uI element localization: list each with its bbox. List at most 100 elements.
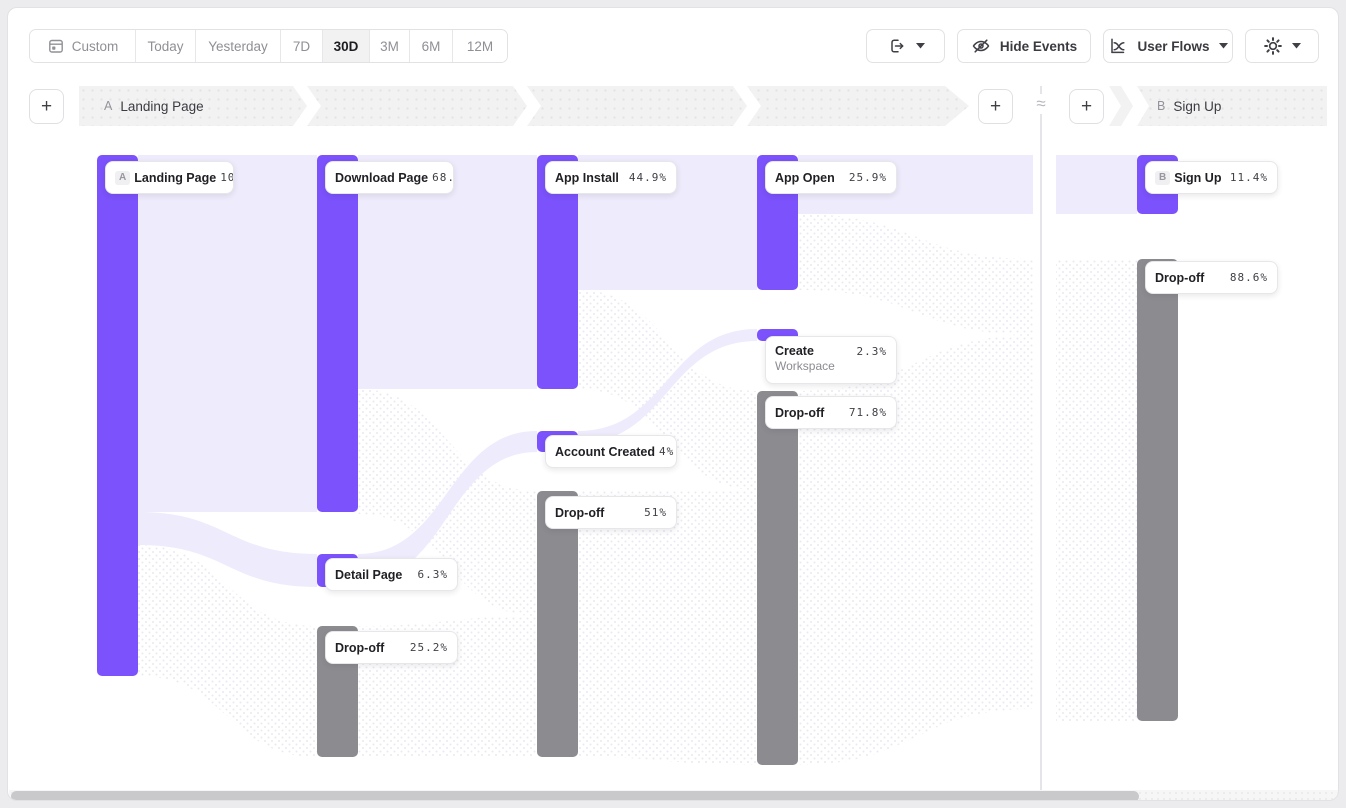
node-card-signup[interactable]: B Sign Up 11.4% bbox=[1145, 161, 1278, 194]
user-flows-label: User Flows bbox=[1137, 38, 1210, 54]
sankey-bar-install[interactable] bbox=[537, 155, 578, 389]
node-step-badge: B bbox=[1155, 170, 1171, 185]
date-range-today[interactable]: Today bbox=[135, 30, 195, 62]
date-range-7d[interactable]: 7D bbox=[280, 30, 322, 62]
export-icon bbox=[890, 39, 903, 53]
user-flows-view-button[interactable]: User Flows bbox=[1103, 29, 1233, 63]
node-card-workspace[interactable]: Create 2.3% Workspace bbox=[765, 336, 897, 384]
node-label-line2: Workspace bbox=[775, 359, 835, 373]
flow-band-landing-download bbox=[138, 155, 317, 512]
flow-b-badge: B bbox=[1157, 99, 1166, 113]
flow-band-detail-account bbox=[358, 431, 537, 582]
date-range-yesterday[interactable]: Yesterday bbox=[195, 30, 280, 62]
horizontal-scrollbar-thumb[interactable] bbox=[11, 790, 1139, 800]
node-card-install[interactable]: App Install 44.9% bbox=[545, 161, 677, 194]
node-card-dropoff-2[interactable]: Drop-off 25.2% bbox=[325, 631, 458, 664]
date-range-label: 6M bbox=[421, 38, 441, 54]
dropoff-flow-band bbox=[578, 490, 757, 765]
node-percentage: 44.9% bbox=[628, 171, 667, 184]
approx-separator: ≈ bbox=[1030, 94, 1052, 114]
step-separator-chevron bbox=[293, 86, 321, 126]
date-range-custom[interactable]: Custom bbox=[30, 30, 135, 62]
node-card-account[interactable]: Account Created 4% bbox=[545, 435, 677, 468]
flow-band-divider-signup bbox=[1056, 155, 1137, 214]
node-percentage: 11.4% bbox=[1229, 171, 1268, 184]
date-range-12m[interactable]: 12M bbox=[452, 30, 507, 62]
node-percentage: 25.2% bbox=[409, 641, 448, 654]
sankey-bar-dropoff-3[interactable] bbox=[537, 491, 578, 757]
export-button[interactable] bbox=[866, 29, 945, 63]
node-card-open[interactable]: App Open 25.9% bbox=[765, 161, 897, 194]
node-label: Sign Up bbox=[1174, 170, 1222, 185]
node-label: App Open bbox=[775, 170, 835, 185]
step-separator-chevron bbox=[733, 86, 761, 126]
date-range-label: Today bbox=[147, 38, 184, 54]
chevron-down-icon bbox=[1218, 43, 1228, 49]
date-range-3m[interactable]: 3M bbox=[369, 30, 409, 62]
node-label: Create bbox=[775, 344, 814, 358]
node-percentage: 88.6% bbox=[1229, 271, 1268, 284]
sankey-bar-download[interactable] bbox=[317, 155, 358, 512]
node-percentage: 71.8% bbox=[848, 406, 887, 419]
eye-off-icon bbox=[972, 39, 990, 53]
flow-chart-icon bbox=[1111, 38, 1126, 54]
flow-a-badge: A bbox=[104, 99, 113, 113]
dropoff-flow-band bbox=[138, 545, 317, 757]
node-step-badge: A bbox=[115, 170, 131, 185]
add-step-button-b-start[interactable]: + bbox=[1069, 89, 1104, 124]
date-range-label: 30D bbox=[333, 38, 359, 54]
node-card-dropoff-5[interactable]: Drop-off 88.6% bbox=[1145, 261, 1278, 294]
date-range-label: Custom bbox=[71, 38, 119, 54]
node-percentage: 4% bbox=[659, 445, 675, 458]
sankey-bar-dropoff-4[interactable] bbox=[757, 391, 798, 765]
sankey-bar-dropoff-5[interactable] bbox=[1137, 259, 1178, 721]
node-percentage: 68.5% bbox=[432, 171, 453, 184]
node-label: Drop-off bbox=[335, 640, 385, 655]
date-range-label: 3M bbox=[380, 38, 399, 54]
dropoff-flow-band bbox=[798, 214, 1033, 335]
node-label: Drop-off bbox=[775, 405, 825, 420]
node-label: Drop-off bbox=[1155, 270, 1205, 285]
node-percentage: 51% bbox=[644, 506, 667, 519]
chevron-down-icon bbox=[1292, 43, 1301, 49]
chevron-down-icon bbox=[915, 43, 925, 49]
node-label: Drop-off bbox=[555, 505, 605, 520]
add-step-button-a-start[interactable]: + bbox=[29, 89, 64, 124]
node-label: Landing Page bbox=[134, 170, 217, 185]
node-percentage: 25.9% bbox=[848, 171, 887, 184]
flow-band-account-workspace bbox=[578, 329, 757, 443]
date-range-label: 12M bbox=[466, 38, 494, 54]
date-range-label: Yesterday bbox=[208, 38, 268, 54]
dropoff-flow-band bbox=[798, 335, 1033, 765]
date-range-6m[interactable]: 6M bbox=[409, 30, 452, 62]
flow-section-divider bbox=[1040, 86, 1042, 790]
flow-b-label: Sign Up bbox=[1173, 98, 1222, 114]
sankey-chart bbox=[97, 155, 1178, 765]
node-label: Detail Page bbox=[335, 567, 403, 582]
node-card-detail[interactable]: Detail Page 6.3% bbox=[325, 558, 458, 591]
gear-icon bbox=[1264, 37, 1282, 55]
flow-a-banner[interactable]: A Landing Page bbox=[79, 86, 969, 126]
date-range-label: 7D bbox=[292, 38, 311, 54]
hide-events-button[interactable]: Hide Events bbox=[957, 29, 1091, 63]
node-percentage: 6.3% bbox=[417, 568, 448, 581]
node-card-dropoff-3[interactable]: Drop-off 51% bbox=[545, 496, 677, 529]
flow-b-banner[interactable]: B Sign Up bbox=[1137, 86, 1327, 126]
date-range-30d[interactable]: 30D bbox=[322, 30, 369, 62]
add-step-button-a-end[interactable]: + bbox=[978, 89, 1013, 124]
step-separator-chevron bbox=[513, 86, 541, 126]
flow-a-label: Landing Page bbox=[120, 98, 204, 114]
node-percentage: 100% bbox=[220, 171, 234, 184]
settings-button[interactable] bbox=[1245, 29, 1319, 63]
hide-events-label: Hide Events bbox=[999, 38, 1078, 54]
node-label: Download Page bbox=[335, 170, 429, 185]
calendar-icon bbox=[48, 39, 63, 53]
sankey-bar-landing[interactable] bbox=[97, 155, 138, 676]
flow-band-download-install bbox=[358, 155, 537, 389]
node-card-dropoff-4[interactable]: Drop-off 71.8% bbox=[765, 396, 897, 429]
node-percentage: 2.3% bbox=[856, 344, 887, 358]
node-label: App Install bbox=[555, 170, 619, 185]
